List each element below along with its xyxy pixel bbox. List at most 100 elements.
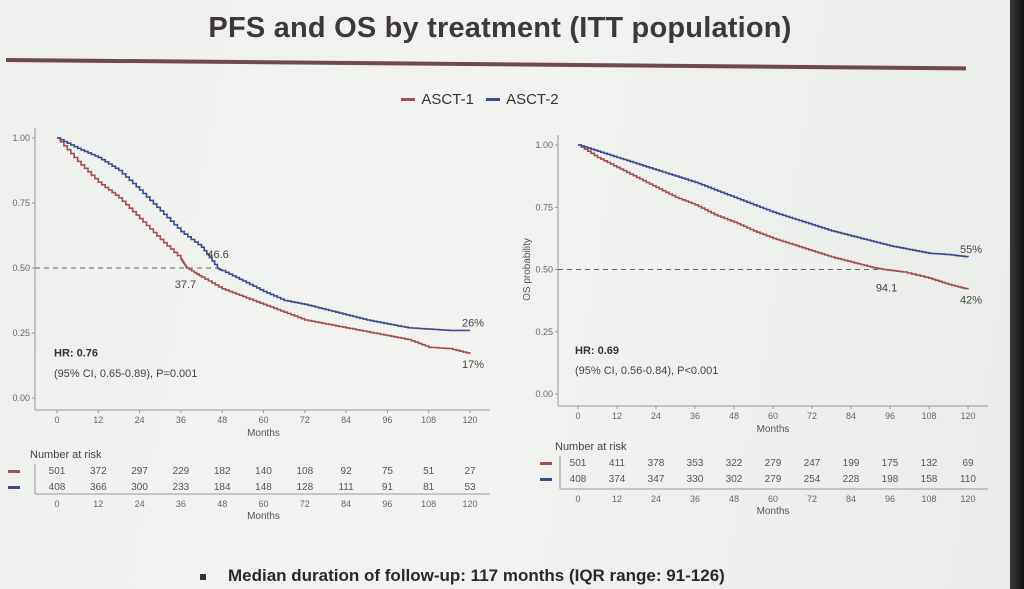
hazard-ratio: HR: 0.69 [575, 345, 619, 357]
risk-count: 408 [49, 482, 66, 493]
risk-x-tick-label: 24 [651, 494, 661, 504]
x-tick-label: 12 [612, 411, 622, 421]
curve-annotation: 37.7 [175, 279, 196, 291]
x-tick-label: 108 [921, 411, 936, 421]
confidence-interval: (95% CI, 0.65-0.89), P=0.001 [54, 368, 197, 380]
risk-count: 198 [882, 474, 899, 485]
legend: ASCT-1 ASCT-2 [0, 88, 960, 108]
x-tick-label: 36 [690, 411, 700, 421]
risk-count: 175 [882, 458, 899, 469]
risk-x-tick-label: 48 [729, 494, 739, 504]
x-tick-label: 96 [382, 415, 392, 425]
risk-count: 254 [804, 474, 821, 485]
risk-count: 366 [90, 482, 107, 493]
risk-count: 158 [921, 474, 938, 485]
risk-x-tick-label: 0 [575, 494, 580, 504]
risk-x-tick-label: 84 [341, 499, 351, 509]
risk-count: 182 [214, 466, 231, 477]
y-tick-label: 0.00 [12, 393, 30, 403]
legend-item-asct-1: ASCT-1 [401, 91, 474, 108]
curve-annotation: 55% [960, 244, 982, 256]
risk-count: 184 [214, 482, 231, 493]
risk-count: 132 [921, 458, 938, 469]
y-tick-label: 0.00 [535, 389, 553, 399]
legend-swatch-asct-2 [486, 98, 501, 101]
x-tick-label: 84 [846, 411, 856, 421]
risk-x-tick-label: 120 [960, 494, 975, 504]
y-tick-label: 0.25 [12, 328, 30, 338]
risk-x-tick-label: 36 [690, 494, 700, 504]
risk-count: 322 [726, 458, 743, 469]
legend-item-asct-2: ASCT-2 [486, 91, 559, 108]
y-tick-label: 1.00 [12, 133, 30, 143]
risk-count: 347 [648, 474, 665, 485]
x-tick-label: 48 [217, 415, 227, 425]
risk-x-tick-label: 36 [176, 499, 186, 509]
risk-x-tick-label: 72 [300, 499, 310, 509]
y-tick-label: 0.75 [535, 202, 553, 212]
curve-annotation: 94.1 [876, 283, 897, 295]
risk-x-tick-label: 96 [885, 494, 895, 504]
risk-table-title: Number at risk [30, 449, 102, 461]
risk-count: 302 [726, 474, 743, 485]
risk-table-title: Number at risk [555, 441, 627, 453]
risk-count: 374 [609, 474, 626, 485]
risk-x-tick-label: 84 [846, 494, 856, 504]
footer-note: Median duration of follow-up: 117 months… [200, 566, 725, 586]
x-tick-label: 60 [258, 415, 268, 425]
slide-title: PFS and OS by treatment (ITT population) [208, 12, 792, 44]
risk-x-tick-label: 96 [382, 499, 392, 509]
x-tick-label: 60 [768, 411, 778, 421]
risk-count: 501 [49, 466, 66, 477]
risk-count: 297 [131, 466, 148, 477]
risk-count: 229 [173, 466, 190, 477]
risk-count: 91 [382, 482, 394, 493]
y-tick-label: 0.75 [12, 198, 30, 208]
risk-count: 199 [843, 458, 860, 469]
curve-annotation: 17% [462, 359, 484, 371]
y-axis-label: OS probability [522, 238, 533, 301]
x-tick-label: 36 [176, 415, 186, 425]
risk-x-tick-label: 120 [462, 499, 477, 509]
hazard-ratio: HR: 0.76 [54, 347, 98, 359]
x-tick-label: 84 [341, 415, 351, 425]
y-tick-label: 0.25 [535, 327, 553, 337]
risk-count: 247 [804, 458, 821, 469]
y-tick-label: 0.50 [12, 263, 30, 273]
risk-count: 111 [338, 482, 354, 493]
risk-x-tick-label: 60 [768, 494, 778, 504]
y-tick-label: 0.50 [535, 265, 553, 275]
chart-pfs: 0.00 0.25 0.50 0.75 1.00 0 12 24 36 48 60 72 84 96 108… [8, 128, 490, 522]
risk-count: 501 [570, 458, 587, 469]
y-tick-label: 1.00 [535, 140, 553, 150]
x-tick-label: 72 [807, 411, 817, 421]
risk-count: 228 [843, 474, 860, 485]
x-tick-label: 48 [729, 411, 739, 421]
risk-count: 279 [765, 458, 782, 469]
risk-x-tick-label: 24 [135, 499, 145, 509]
risk-count: 372 [90, 466, 107, 477]
x-tick-label: 120 [960, 411, 975, 421]
charts-canvas: 0.00 0.25 0.50 0.75 1.00 0 12 24 36 48 60 72 84 96 108… [8, 128, 988, 522]
risk-count: 408 [570, 474, 587, 485]
legend-label-asct-2: ASCT-2 [506, 91, 559, 108]
bullet-icon [200, 573, 206, 580]
risk-count: 69 [962, 458, 974, 469]
km-curve-asct-1 [57, 137, 471, 354]
km-curve-asct-1 [578, 144, 969, 290]
confidence-interval: (95% CI, 0.56-0.84), P<0.001 [575, 365, 718, 377]
risk-count: 128 [296, 482, 313, 493]
risk-count: 330 [687, 474, 704, 485]
risk-row-swatch-asct-1 [540, 462, 552, 465]
risk-x-axis-label: Months [247, 511, 280, 522]
risk-x-tick-label: 72 [807, 494, 817, 504]
risk-count: 53 [464, 482, 476, 493]
legend-label-asct-1: ASCT-1 [421, 91, 474, 108]
risk-x-axis-label: Months [757, 506, 790, 517]
x-tick-label: 24 [651, 411, 661, 421]
risk-count: 411 [609, 458, 625, 469]
risk-count: 92 [341, 466, 353, 477]
footer-text: Median duration of follow-up: 117 months… [228, 566, 725, 585]
risk-count: 233 [173, 482, 190, 493]
